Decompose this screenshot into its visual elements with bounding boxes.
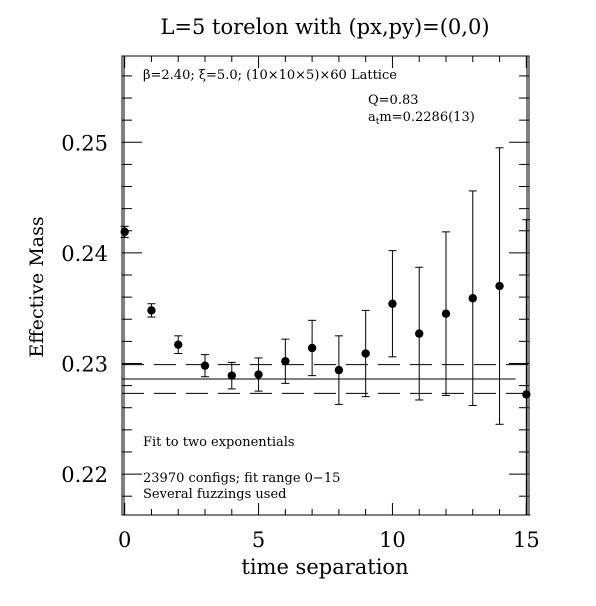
data-point (388, 299, 397, 308)
chart-title: L=5 torelon with (px,py)=(0,0) (160, 15, 489, 39)
data-point (334, 365, 344, 375)
data-point (254, 370, 263, 379)
data-point (522, 390, 531, 399)
data-point (227, 371, 236, 380)
plot-frame (121, 55, 530, 516)
y-tick-label: 0.23 (61, 352, 108, 376)
configs-note: 23970 configs; fit range 0−15 (143, 471, 340, 486)
fuzzing-note: Several fuzzings used (143, 487, 287, 502)
data-point (147, 306, 156, 315)
x-tick-label: 0 (118, 528, 131, 552)
mass-annotation: atm=0.2286(13) (368, 110, 475, 127)
mass-suffix: m=0.2286(13) (379, 110, 474, 125)
y-axis-label: Effective Mass (26, 216, 48, 357)
subtitle: β=2.40; ξ=5.0; (10×10×5)×60 Lattice (143, 68, 397, 83)
mass-prefix: a (368, 110, 376, 125)
data-point (200, 361, 210, 370)
data-point (468, 294, 477, 303)
y-tick-label: 0.24 (61, 242, 108, 266)
fit-note: Fit to two exponentials (143, 435, 295, 450)
data-point (120, 227, 129, 237)
y-tick-label: 0.25 (61, 131, 108, 155)
x-tick-label: 10 (379, 528, 406, 552)
axis-ticks (122, 56, 529, 515)
data-point (174, 340, 183, 349)
q-value-annotation: Q=0.83 (368, 93, 419, 108)
data-point (415, 329, 424, 338)
data-point (441, 309, 451, 318)
fit-band (122, 364, 529, 394)
mass-subscript: t (376, 117, 380, 127)
x-tick-label: 5 (252, 528, 265, 552)
x-axis-label: time separation (241, 555, 408, 579)
data-point (361, 349, 370, 358)
data-points (120, 147, 531, 516)
y-tick-label: 0.22 (61, 463, 108, 487)
x-tick-label: 15 (513, 528, 540, 552)
data-point (281, 357, 290, 366)
data-point (307, 343, 317, 353)
data-point (495, 281, 504, 291)
axis-tick-labels: 0 5 10 15 0.22 0.23 0.24 0.25 (61, 131, 539, 552)
